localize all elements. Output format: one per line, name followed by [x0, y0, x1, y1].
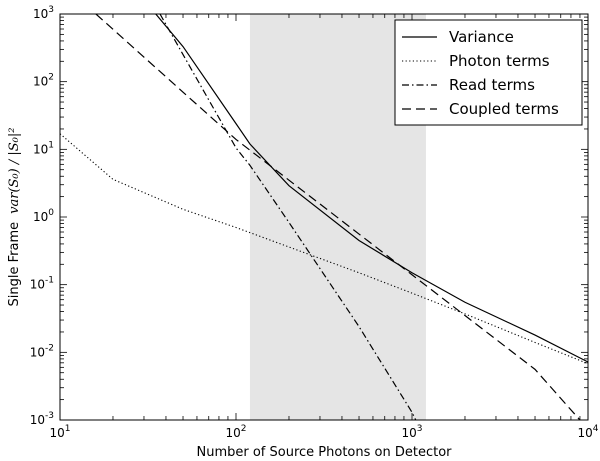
series-layer: [60, 14, 588, 420]
x-tick-label: 103: [401, 424, 422, 440]
legend-label: Variance: [449, 28, 514, 46]
y-tick-label: 10-1: [30, 276, 54, 292]
x-tick-label: 101: [49, 424, 70, 440]
y-axis-label: Single Framevar(S₀) / |S₀|²: [7, 128, 22, 307]
tick-layer: 101 102 103 104 10-3 10-2 10-1 100 101 102 103: [30, 5, 599, 440]
y-tick-label: 102: [33, 73, 54, 89]
legend-item: Variance: [402, 28, 514, 46]
x-tick-label: 102: [225, 424, 246, 440]
x-axis-label: Number of Source Photons on Detector: [197, 445, 453, 460]
series-line-variance: [155, 14, 588, 363]
legend-label: Photon terms: [449, 52, 550, 70]
y-tick-label: 103: [33, 5, 54, 21]
series-line-photon-terms: [60, 133, 588, 365]
legend: Variance Photon terms Read terms Coupled te…: [394, 19, 583, 126]
y-tick-label: 100: [33, 208, 54, 224]
y-tick-label: 101: [33, 140, 54, 156]
legend-label: Coupled terms: [449, 100, 559, 118]
series-line-coupled-terms: [95, 14, 581, 420]
legend-item: Coupled terms: [402, 100, 559, 118]
x-tick-label: 104: [577, 424, 598, 440]
legend-item: Photon terms: [402, 52, 550, 70]
legend-items: Variance Photon terms Read terms Coupled te…: [402, 28, 559, 118]
y-tick-label: 10-2: [30, 343, 54, 359]
y-tick-label: 10-3: [30, 411, 54, 427]
plot-frame: [59, 13, 589, 421]
legend-item: Read terms: [402, 76, 535, 94]
legend-label: Read terms: [449, 76, 535, 94]
